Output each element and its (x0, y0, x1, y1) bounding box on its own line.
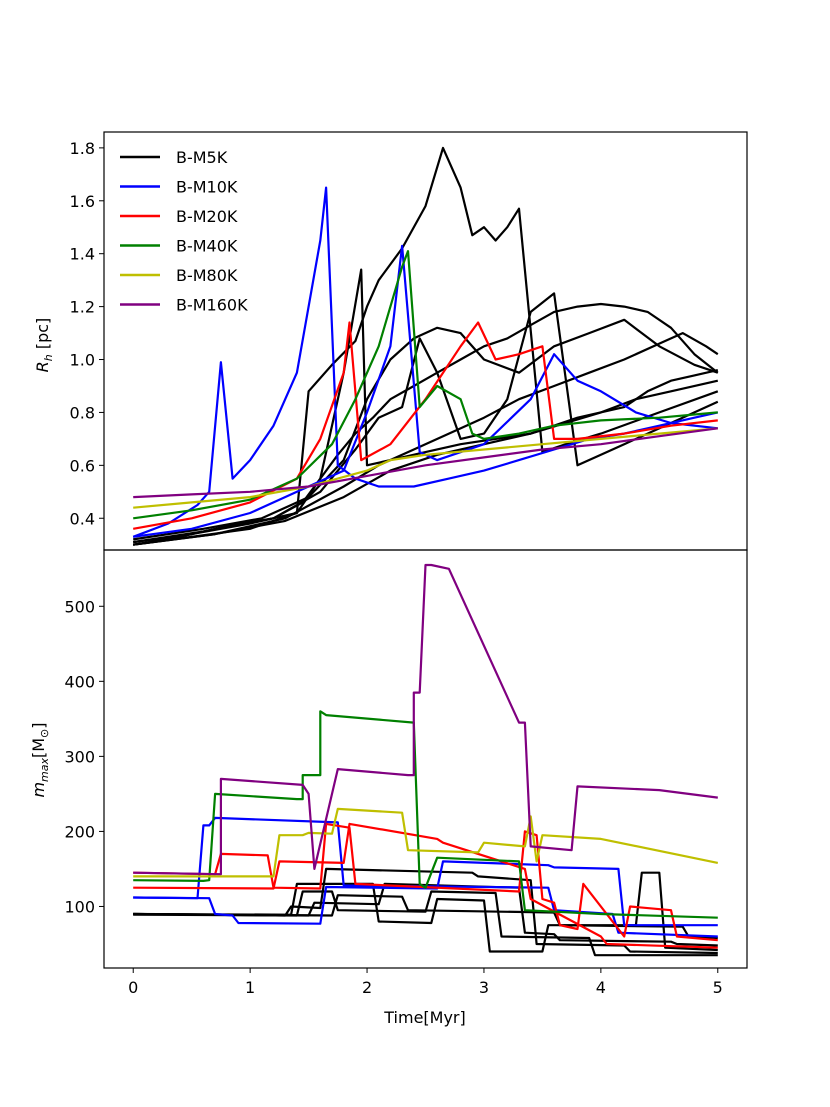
legend: B-M5K B-M10K B-M20K B-M40K B-M80K B-M160K (120, 148, 248, 315)
mmax-series-b-m20k-8 (133, 822, 718, 949)
rh-series-b-m80k-11 (133, 427, 718, 509)
rh-y-tick-label: 1.4 (70, 245, 95, 264)
mmax-series-b-m5k-3 (133, 882, 718, 947)
x-tick-label: 3 (479, 978, 489, 997)
rh-series-b-m5k-3 (133, 318, 719, 541)
x-tick-label: 0 (128, 978, 138, 997)
legend-label: B-M10K (176, 178, 238, 197)
mmax-series-b-m80k-10 (133, 807, 719, 878)
mmax-y-ticks: 100 200 300 400 500 (64, 597, 104, 916)
legend-label: B-M5K (176, 148, 228, 167)
mmax-y-tick-label: 400 (64, 672, 95, 691)
rh-series-b-m20k-9 (133, 321, 718, 530)
rh-series-b-m10k-8 (133, 244, 718, 538)
x-tick-label: 5 (713, 978, 723, 997)
x-ticks: 0 1 2 3 4 5 (128, 968, 723, 997)
mmax-series-b-m10k-6 (133, 860, 718, 927)
mmax-series-group (133, 563, 719, 957)
mmax-series-b-m5k-4 (133, 894, 718, 940)
rh-y-tick-label: 1.6 (70, 192, 95, 211)
rh-y-tick-label: 1.2 (70, 298, 95, 317)
mmax-y-tick-label: 200 (64, 822, 95, 841)
rh-series-b-m160k-12 (133, 427, 718, 499)
legend-label: B-M80K (176, 266, 238, 285)
x-axis-label: Time[Myr] (383, 1008, 466, 1027)
mmax-y-tick-label: 500 (64, 597, 95, 616)
mmax-series-b-m10k-5 (133, 816, 718, 938)
x-tick-label: 2 (362, 978, 372, 997)
legend-label: B-M20K (176, 207, 238, 226)
mmax-plot-frame (103, 549, 748, 969)
rh-panel: 0.40.60.81.01.21.41.61.8 Rh [pc] B-M5KB-… (33, 139, 719, 546)
rh-y-tick-label: 1.0 (70, 351, 95, 370)
mmax-series-b-m40k-9 (133, 710, 718, 919)
rh-y-ticks: 0.4 0.6 0.8 1.0 1.2 1.4 1.6 1.8 (70, 139, 104, 528)
mmax-y-tick-label: 300 (64, 747, 95, 766)
mmax-series-b-m160k-11 (133, 563, 718, 876)
rh-series-b-m40k-10 (133, 250, 718, 520)
mmax-series-b-m5k-1 (133, 871, 718, 953)
mmax-y-tick-label: 100 (64, 897, 95, 916)
rh-y-tick-label: 0.4 (70, 509, 95, 528)
mmax-series-b-m5k-0 (133, 867, 718, 955)
rh-series-b-m5k-4 (133, 292, 719, 544)
rh-y-tick-label: 0.8 (70, 403, 95, 422)
mmax-panel: 100 200 300 400 500 0 1 2 3 4 5 mmax[M⊙] Time[Myr… (29, 563, 723, 1027)
legend-label: B-M160K (176, 296, 248, 315)
rh-series-b-m5k-6 (133, 369, 719, 546)
rh-series-group (132, 146, 719, 546)
rh-series-b-m5k-0 (133, 302, 719, 546)
rh-y-tick-label: 1.8 (70, 139, 95, 158)
x-tick-label: 1 (245, 978, 255, 997)
legend-label: B-M40K (176, 237, 238, 256)
rh-y-axis-label: Rh [pc] (33, 318, 55, 373)
x-tick-label: 4 (596, 978, 606, 997)
mmax-y-axis-label: mmax[M⊙] (29, 722, 51, 797)
rh-series-b-m5k-5 (133, 332, 719, 546)
rh-y-tick-label: 0.6 (70, 456, 95, 475)
